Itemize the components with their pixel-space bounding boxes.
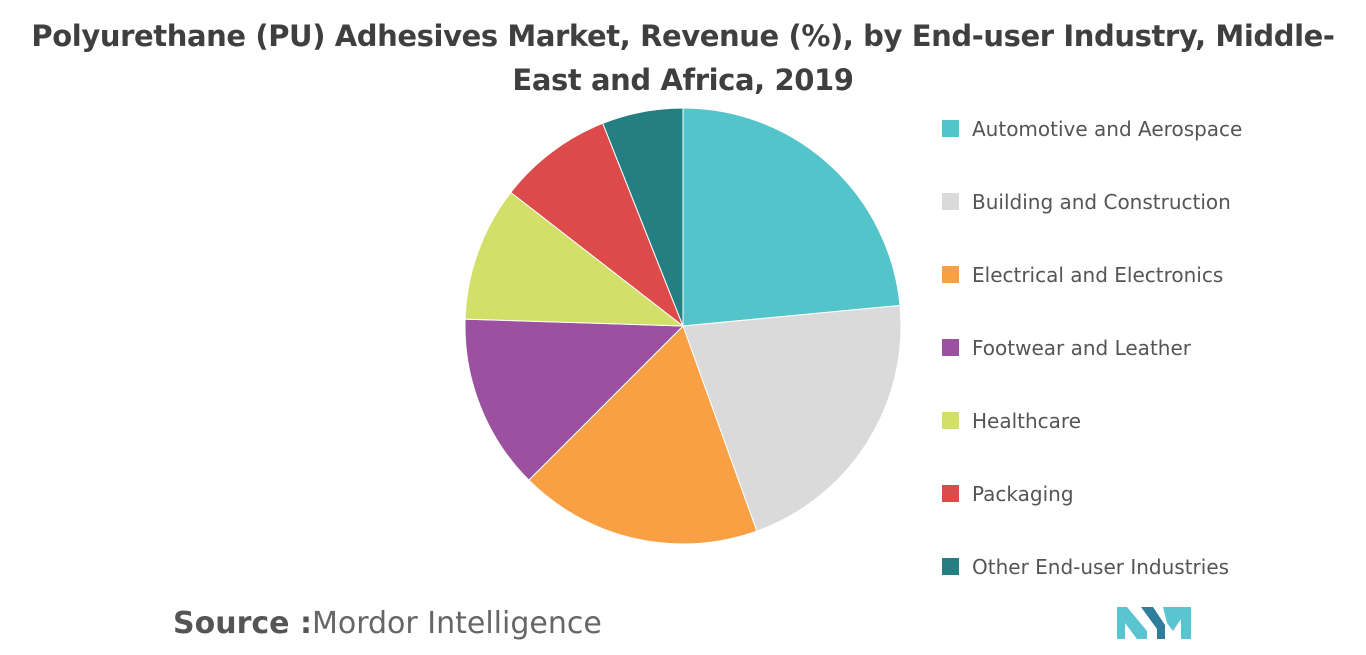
legend-label: Footwear and Leather	[972, 335, 1191, 360]
legend-swatch	[942, 558, 959, 575]
pie-slice-automotive-and-aerospace	[682, 107, 901, 327]
legend-label: Other End-user Industries	[972, 554, 1230, 579]
pie-slice-footwear-and-leather	[464, 318, 685, 481]
source-text: Mordor Intelligence	[311, 606, 602, 641]
legend-item: Footwear and Leather	[942, 311, 1242, 384]
pie-slice-packaging	[510, 122, 685, 328]
mordor-logo-icon	[1117, 607, 1191, 639]
legend-item: Electrical and Electronics	[942, 238, 1242, 311]
legend-swatch	[942, 339, 959, 356]
pie-chart	[464, 107, 902, 545]
logo-left-shape	[1117, 607, 1147, 639]
pie-slice-other-end-user-industries	[602, 107, 684, 327]
legend-item: Automotive and Aerospace	[942, 92, 1242, 165]
legend-label: Packaging	[972, 481, 1074, 506]
legend-label: Healthcare	[972, 408, 1082, 433]
source-line: Source :Mordor Intelligence	[173, 606, 602, 641]
pie-slice-healthcare	[464, 191, 685, 327]
pie-slices	[464, 107, 902, 545]
legend-label: Building and Construction	[972, 189, 1231, 214]
source-label: Source :	[173, 606, 312, 641]
legend-item: Building and Construction	[942, 165, 1242, 238]
pie-slice-building-and-construction	[682, 304, 902, 532]
chart-title: Polyurethane (PU) Adhesives Market, Reve…	[31, 19, 1335, 97]
legend-swatch	[942, 412, 959, 429]
legend-label: Automotive and Aerospace	[972, 116, 1243, 141]
pie-slice-electrical-and-electronics	[528, 325, 758, 545]
legend-swatch	[942, 193, 959, 210]
legend-label: Electrical and Electronics	[972, 262, 1224, 287]
logo-middle-shape	[1141, 607, 1165, 639]
logo-right-shape	[1163, 607, 1191, 639]
legend-swatch	[942, 266, 959, 283]
legend-swatch	[942, 485, 959, 502]
legend-swatch	[942, 120, 959, 137]
legend: Automotive and Aerospace Building and Con…	[942, 92, 1242, 603]
legend-item: Other End-user Industries	[942, 530, 1242, 603]
legend-item: Packaging	[942, 457, 1242, 530]
legend-item: Healthcare	[942, 384, 1242, 457]
